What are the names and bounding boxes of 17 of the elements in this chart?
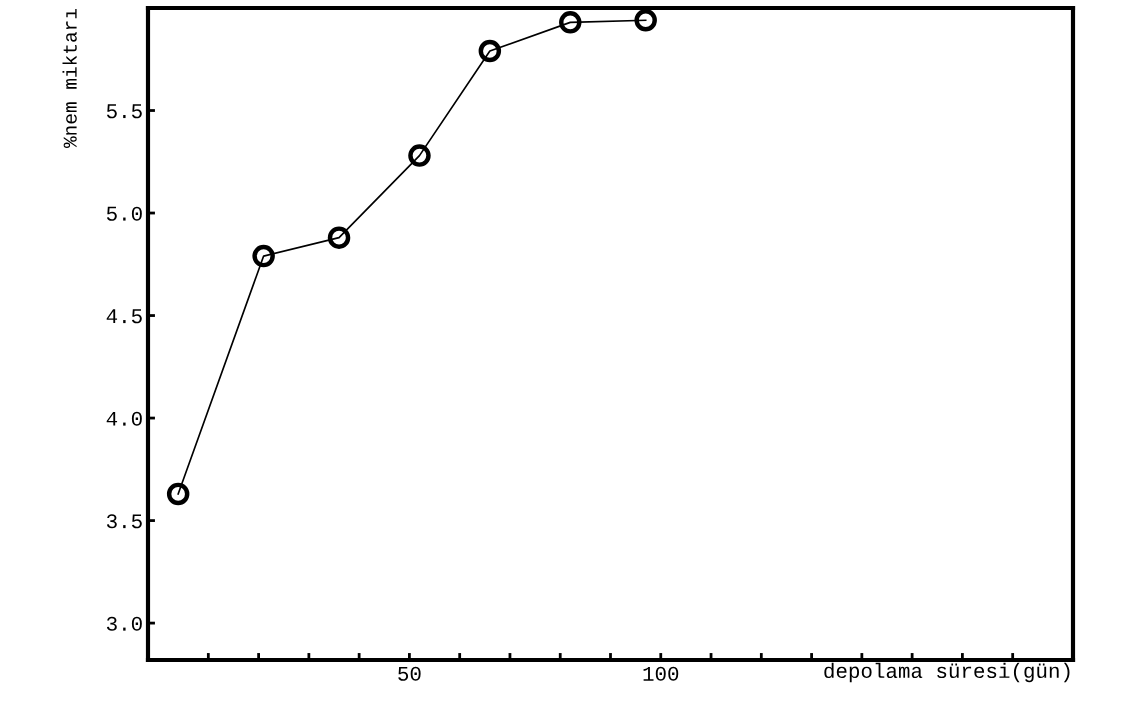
- y-axis-title: %nem miktarı: [62, 9, 77, 149]
- x-tick-label: 100: [643, 666, 679, 681]
- point: [408, 144, 431, 167]
- y-tick-label: 3.5: [106, 514, 142, 529]
- point: [166, 482, 190, 506]
- y-tick-label: 5.0: [106, 206, 142, 221]
- point: [634, 9, 657, 32]
- x-axis-title: depolama süresi(gün): [824, 662, 1070, 683]
- point: [559, 11, 582, 34]
- point: [478, 39, 502, 63]
- y-tick-label: 4.5: [106, 309, 142, 324]
- y-tick-label: 3.0: [106, 616, 142, 631]
- point: [252, 244, 275, 268]
- x-tick-label: 50: [398, 666, 421, 681]
- y-tick-label: 4.0: [106, 411, 142, 426]
- y-tick-label: 5.5: [106, 104, 142, 119]
- point: [327, 226, 351, 249]
